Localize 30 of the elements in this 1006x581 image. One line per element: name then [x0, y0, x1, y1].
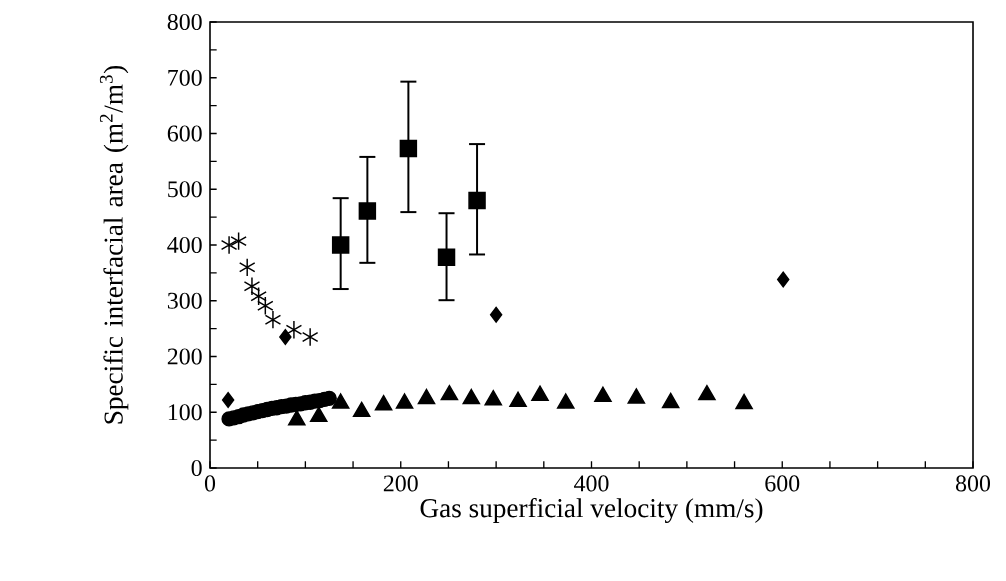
x-axis-title: Gas superficial velocity (mm/s): [420, 497, 763, 523]
y-tick-label: 800: [167, 13, 202, 31]
point: [221, 391, 235, 409]
point: [220, 235, 238, 255]
x-tick-label: 0: [204, 475, 216, 492]
point: [437, 248, 456, 266]
point: [776, 271, 790, 288]
point: [285, 320, 303, 340]
point: [358, 202, 377, 220]
point: [238, 257, 256, 277]
y-tick-label: 200: [167, 348, 202, 365]
y-tick-label: 300: [167, 292, 202, 309]
point: [489, 306, 503, 323]
x-tick-label: 400: [574, 475, 609, 492]
x-tick-label: 200: [383, 475, 418, 492]
point: [279, 328, 292, 346]
y-tick-label: 600: [167, 125, 202, 142]
y-tick-label: 0: [191, 459, 202, 477]
point: [230, 231, 247, 251]
point: [399, 139, 418, 158]
y-tick-label: 700: [168, 69, 202, 86]
x-tick-label: 800: [955, 475, 991, 492]
y-tick-label: 500: [168, 181, 202, 198]
y-tick-label: 400: [167, 236, 202, 254]
point: [468, 191, 486, 210]
point: [301, 327, 319, 347]
y-tick-label: 100: [168, 404, 202, 421]
point: [331, 236, 350, 254]
x-tick-label: 600: [765, 475, 800, 492]
y-axis-title: Specific interfacial area (m$^{2}$/m$^{3}$): [99, 65, 129, 424]
